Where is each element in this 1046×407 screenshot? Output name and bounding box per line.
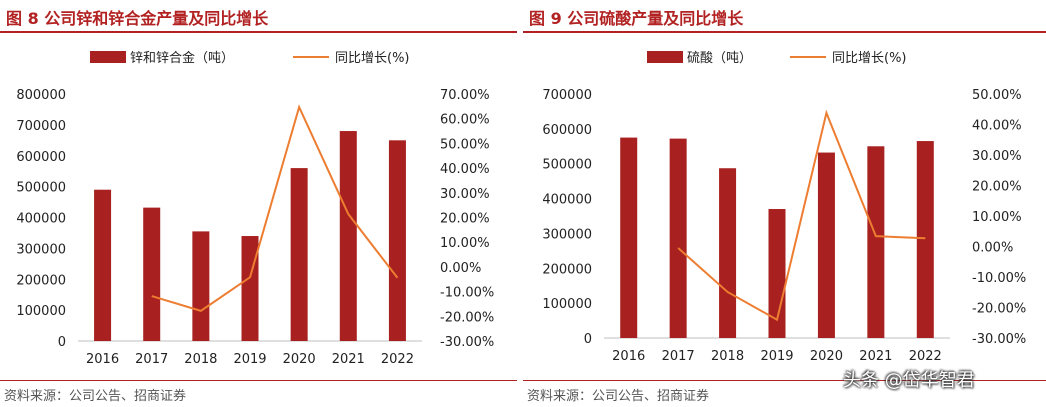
y-right-tick-label: -20.00% <box>972 302 1026 317</box>
legend-line-label: 同比增长(%) <box>832 51 907 66</box>
x-tick-label: 2019 <box>233 352 266 367</box>
x-tick-label: 2016 <box>612 349 645 364</box>
x-tick-label: 2018 <box>711 349 744 364</box>
y-right-tick-label: 30.00% <box>440 187 490 202</box>
y-left-tick-label: 500000 <box>542 158 592 173</box>
y-right-tick-label: 20.00% <box>440 212 490 227</box>
y-left-tick-label: 0 <box>58 335 66 350</box>
y-right-tick-label: 0.00% <box>440 261 481 276</box>
y-right-tick-label: -30.00% <box>972 332 1026 347</box>
y-left-tick-label: 500000 <box>16 181 66 196</box>
growth-line <box>677 109 926 322</box>
y-right-tick-label: 50.00% <box>972 88 1022 103</box>
sulfuric-acid-production-chart: 0 100000 200000 300000 400000 500000 600000 700… <box>542 51 1026 364</box>
bar <box>388 140 406 341</box>
y-left-tick-label: 600000 <box>16 150 66 165</box>
y-right-tick-label: 50.00% <box>440 137 490 152</box>
watermark: 头条 @岱华智君 <box>843 370 975 391</box>
y-right-tick-label: 10.00% <box>972 210 1022 225</box>
legend-bar-label: 硫酸（吨） <box>687 51 752 66</box>
y-right-tick-label: 40.00% <box>972 119 1022 134</box>
y-right-tick-label: 70.00% <box>440 88 490 103</box>
y-left-tick-label: 700000 <box>16 119 66 134</box>
source-divider <box>523 380 1046 381</box>
x-tick-label: 2017 <box>662 349 695 364</box>
y-left-tick-label: 700000 <box>542 88 592 103</box>
x-tick-label: 2022 <box>909 349 942 364</box>
x-tick-label: 2021 <box>859 349 892 364</box>
title-divider <box>0 31 517 33</box>
bar <box>620 137 638 338</box>
x-tick-label: 2020 <box>283 352 316 367</box>
y-right-tick-label: 10.00% <box>440 236 490 251</box>
y-right-tick-label: 30.00% <box>972 149 1022 164</box>
bar <box>143 207 161 341</box>
bar <box>669 138 687 338</box>
y-left-tick-label: 400000 <box>16 212 66 227</box>
bar <box>94 189 112 341</box>
x-tick-label: 2019 <box>760 349 793 364</box>
bar <box>719 168 737 338</box>
y-left-tick-label: 100000 <box>16 304 66 319</box>
source-note: 资料来源：公司公告、招商证券 <box>527 389 710 404</box>
growth-line <box>151 104 399 312</box>
chart-title: 图 8 公司锌和锌合金产量及同比增长 <box>6 9 269 28</box>
x-tick-label: 2021 <box>332 352 365 367</box>
source-note: 资料来源：公司公告、招商证券 <box>4 389 187 404</box>
source-divider <box>0 380 517 381</box>
y-right-tick-label: 0.00% <box>972 241 1013 256</box>
y-right-tick-label: 20.00% <box>972 180 1022 195</box>
bar <box>290 168 308 341</box>
legend-bar-swatch <box>647 51 683 63</box>
y-right-tick-label: 60.00% <box>440 113 490 128</box>
x-tick-label: 2020 <box>810 349 843 364</box>
y-left-tick-label: 100000 <box>542 297 592 312</box>
y-left-tick-label: 300000 <box>542 227 592 242</box>
y-left-tick-label: 800000 <box>16 88 66 103</box>
bar <box>339 131 357 341</box>
zinc-production-chart: 0 100000 200000 300000 400000 500000 600000 700… <box>16 50 494 367</box>
y-left-tick-label: 200000 <box>16 273 66 288</box>
y-right-tick-label: -30.00% <box>440 335 494 350</box>
chart-panel-zinc: 图 8 公司锌和锌合金产量及同比增长 0 100000 200000 300000 40… <box>0 9 517 404</box>
bar <box>867 146 885 338</box>
y-right-tick-label: -10.00% <box>440 286 494 301</box>
bar <box>916 141 934 338</box>
x-tick-label: 2022 <box>381 352 414 367</box>
bar <box>192 231 210 341</box>
y-right-tick-label: -20.00% <box>440 310 494 325</box>
title-divider <box>523 31 1046 33</box>
legend-line-label: 同比增长(%) <box>335 51 410 66</box>
y-right-tick-label: 40.00% <box>440 162 490 177</box>
y-left-tick-label: 200000 <box>542 262 592 277</box>
y-right-tick-label: -10.00% <box>972 271 1026 286</box>
y-left-tick-label: 300000 <box>16 242 66 257</box>
y-left-tick-label: 600000 <box>542 123 592 138</box>
legend-bar-swatch <box>90 51 126 63</box>
chart-panel-sulfuric-acid: 图 9 公司硫酸产量及同比增长 0 100000 200000 300000 40000… <box>523 0 1046 407</box>
x-tick-label: 2018 <box>184 352 217 367</box>
legend-bar-label: 锌和锌合金（吨） <box>130 50 234 66</box>
y-left-tick-label: 400000 <box>542 193 592 208</box>
y-left-tick-label: 0 <box>584 332 592 347</box>
bar <box>241 236 259 341</box>
x-tick-label: 2017 <box>135 352 168 367</box>
bar <box>817 152 835 338</box>
x-tick-label: 2016 <box>86 352 119 367</box>
chart-title: 图 9 公司硫酸产量及同比增长 <box>529 9 744 28</box>
